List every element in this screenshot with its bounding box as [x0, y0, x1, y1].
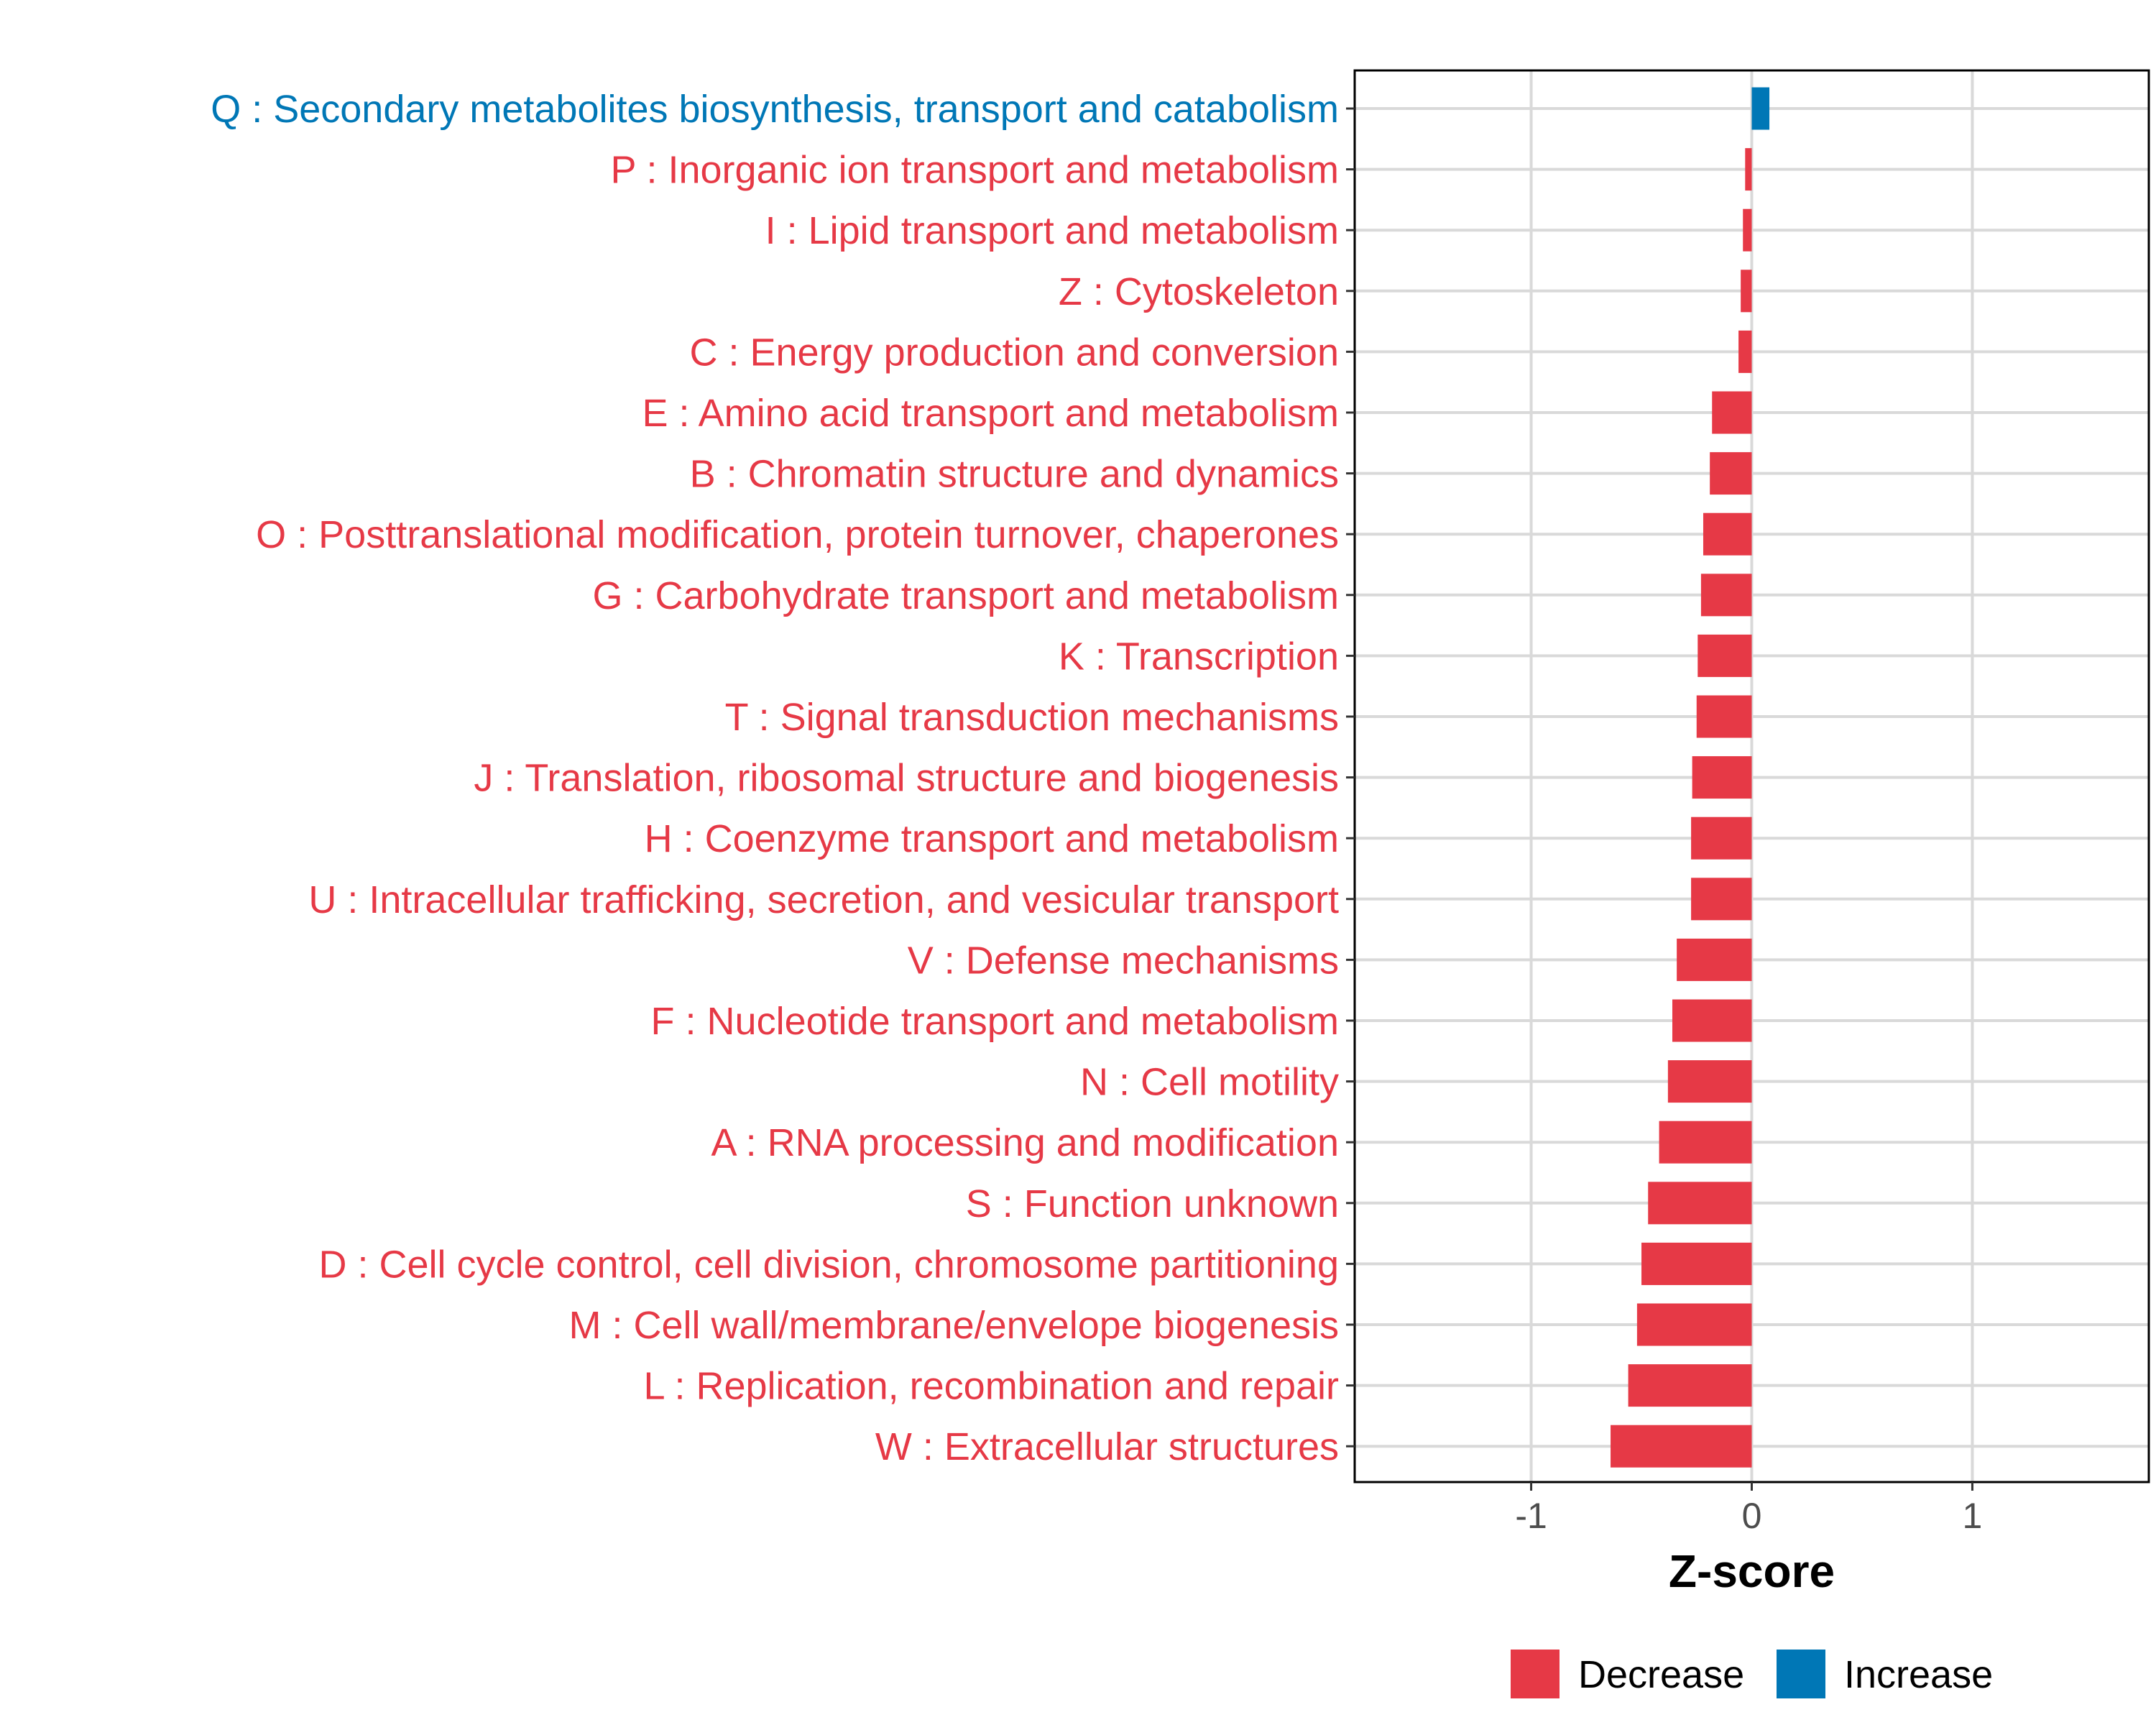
- legend: Decrease Increase: [1511, 1650, 1993, 1698]
- category-label: J : Translation, ribosomal structure and…: [474, 757, 1339, 800]
- category-label: H : Coenzyme transport and metabolism: [645, 817, 1339, 860]
- bar: [1672, 999, 1752, 1042]
- bar: [1696, 695, 1752, 738]
- bars: [1611, 87, 1770, 1468]
- bar: [1636, 1303, 1752, 1346]
- category-label: F : Nucleotide transport and metabolism: [651, 1000, 1339, 1043]
- category-label: W : Extracellular structures: [875, 1425, 1339, 1468]
- bar: [1738, 330, 1752, 373]
- legend-swatch: [1511, 1650, 1560, 1698]
- category-label: K : Transcription: [1059, 635, 1339, 678]
- x-axis-title: Z-score: [1669, 1545, 1835, 1597]
- category-label: D : Cell cycle control, cell division, c…: [318, 1243, 1339, 1286]
- legend-label: Increase: [1844, 1653, 1993, 1696]
- category-label: N : Cell motility: [1080, 1061, 1339, 1104]
- category-label: Q : Secondary metabolites biosynthesis, …: [211, 88, 1339, 131]
- category-label: M : Cell wall/membrane/envelope biogenes…: [568, 1304, 1339, 1347]
- category-labels: Q : Secondary metabolites biosynthesis, …: [211, 88, 1339, 1468]
- legend-swatch: [1777, 1650, 1825, 1698]
- bar: [1703, 512, 1752, 556]
- legend-item: Decrease: [1511, 1650, 1744, 1698]
- x-ticks: -1 0 1: [1515, 1482, 1982, 1536]
- x-tick-label: 1: [1963, 1496, 1983, 1536]
- bar: [1700, 574, 1752, 617]
- legend-item: Increase: [1777, 1650, 1993, 1698]
- category-label: U : Intracellular trafficking, secretion…: [308, 878, 1339, 921]
- bar: [1741, 270, 1752, 313]
- bar: [1745, 148, 1752, 191]
- bar: [1712, 391, 1752, 434]
- bar: [1692, 756, 1752, 799]
- bar: [1751, 87, 1770, 130]
- x-tick-label: -1: [1515, 1496, 1547, 1536]
- bar: [1677, 938, 1752, 981]
- bar: [1648, 1182, 1752, 1225]
- category-label: B : Chromatin structure and dynamics: [690, 453, 1339, 496]
- bar: [1611, 1425, 1752, 1468]
- y-ticks: [1346, 107, 1355, 1448]
- bar: [1691, 816, 1752, 860]
- bar: [1641, 1242, 1752, 1285]
- category-label: C : Energy production and conversion: [689, 331, 1339, 374]
- bar: [1667, 1060, 1752, 1103]
- bar: [1659, 1121, 1752, 1164]
- category-label: P : Inorganic ion transport and metaboli…: [610, 149, 1339, 192]
- category-label: O : Posttranslational modification, prot…: [256, 513, 1339, 556]
- category-label: E : Amino acid transport and metabolism: [642, 392, 1339, 435]
- legend-label: Decrease: [1578, 1653, 1744, 1696]
- bar: [1743, 208, 1752, 252]
- category-label: T : Signal transduction mechanisms: [725, 696, 1339, 739]
- x-tick-label: 0: [1742, 1496, 1762, 1536]
- category-label: G : Carbohydrate transport and metabolis…: [593, 574, 1340, 617]
- category-label: V : Defense mechanisms: [908, 939, 1339, 982]
- category-label: I : Lipid transport and metabolism: [765, 209, 1339, 252]
- bar: [1691, 878, 1752, 921]
- category-label: L : Replication, recombination and repai…: [643, 1365, 1339, 1408]
- category-label: A : RNA processing and modification: [711, 1121, 1339, 1164]
- bar: [1697, 634, 1752, 677]
- category-label: S : Function unknown: [966, 1182, 1339, 1225]
- category-label: Z : Cytoskeleton: [1059, 270, 1339, 313]
- bar: [1710, 452, 1752, 495]
- bar: [1628, 1364, 1752, 1407]
